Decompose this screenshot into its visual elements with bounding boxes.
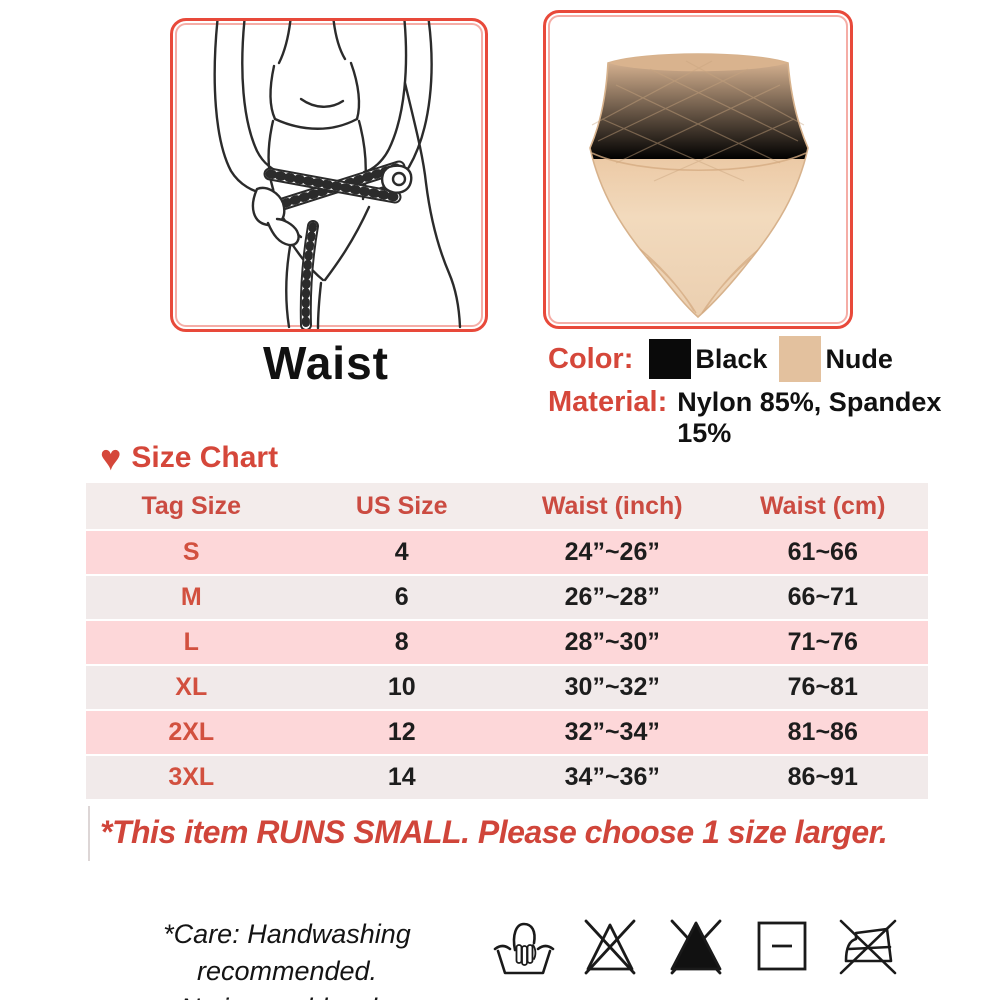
care-instructions: *Care: Handwashing recommended. No iron … bbox=[92, 916, 482, 1000]
waist-inch-cell: 30”~32” bbox=[507, 664, 718, 709]
waist-cm-cell: 66~71 bbox=[717, 574, 928, 619]
do-not-bleach-solid-icon bbox=[664, 906, 728, 986]
care-line-2: No iron or bleach. bbox=[92, 990, 482, 1000]
size-row: 3XL 14 34”~36” 86~91 bbox=[86, 754, 928, 799]
waist-cm-cell: 81~86 bbox=[717, 709, 928, 754]
waist-inch-cell: 34”~36” bbox=[507, 754, 718, 799]
tag-size-cell: S bbox=[86, 529, 297, 574]
header-tag-size: Tag Size bbox=[86, 483, 297, 529]
waist-inch-cell: 28”~30” bbox=[507, 619, 718, 664]
size-chart-table: Tag Size US Size Waist (inch) Waist (cm)… bbox=[86, 483, 928, 799]
tag-size-cell: L bbox=[86, 619, 297, 664]
material-value: Nylon 85%, Spandex 15% bbox=[677, 387, 942, 448]
us-size-cell: 14 bbox=[296, 754, 507, 799]
nude-swatch bbox=[779, 336, 822, 382]
tag-size-cell: 3XL bbox=[86, 754, 297, 799]
waist-inch-cell: 26”~28” bbox=[507, 574, 718, 619]
size-chart-title: Size Chart bbox=[131, 441, 279, 474]
care-line-1: *Care: Handwashing recommended. bbox=[163, 919, 411, 986]
tag-size-cell: XL bbox=[86, 664, 297, 709]
measurement-caption: Waist bbox=[263, 337, 389, 389]
size-row: S 4 24”~26” 61~66 bbox=[86, 529, 928, 574]
waist-measure-illustration bbox=[213, 21, 462, 329]
size-row: M 6 26”~28” 66~71 bbox=[86, 574, 928, 619]
shapewear-product-image bbox=[589, 53, 809, 319]
size-chart-header-row: Tag Size US Size Waist (inch) Waist (cm) bbox=[86, 483, 928, 529]
black-swatch-label: Black bbox=[695, 343, 768, 374]
product-photo-box bbox=[543, 10, 853, 329]
us-size-cell: 8 bbox=[296, 619, 507, 664]
header-waist-cm: Waist (cm) bbox=[717, 483, 928, 529]
header-us-size: US Size bbox=[296, 483, 507, 529]
color-label: Color: bbox=[548, 342, 634, 375]
size-row: L 8 28”~30” 71~76 bbox=[86, 619, 928, 664]
size-row: 2XL 12 32”~34” 81~86 bbox=[86, 709, 928, 754]
size-row: XL 10 30”~32” 76~81 bbox=[86, 664, 928, 709]
care-icons-row bbox=[492, 906, 900, 986]
material-label: Material: bbox=[548, 386, 668, 418]
material-row: Material: Nylon 85%, Spandex 15% bbox=[548, 386, 1000, 449]
waist-cm-cell: 71~76 bbox=[717, 619, 928, 664]
us-size-cell: 12 bbox=[296, 709, 507, 754]
waist-cm-cell: 61~66 bbox=[717, 529, 928, 574]
waist-inch-cell: 32”~34” bbox=[507, 709, 718, 754]
size-chart-heading: ♥ Size Chart bbox=[100, 440, 278, 476]
us-size-cell: 4 bbox=[296, 529, 507, 574]
nude-swatch-label: Nude bbox=[825, 343, 893, 374]
tag-size-cell: 2XL bbox=[86, 709, 297, 754]
measurement-illustration-box bbox=[170, 18, 488, 332]
us-size-cell: 6 bbox=[296, 574, 507, 619]
do-not-iron-icon bbox=[836, 906, 900, 986]
us-size-cell: 10 bbox=[296, 664, 507, 709]
heart-icon: ♥ bbox=[100, 437, 122, 478]
header-waist-inch: Waist (inch) bbox=[507, 483, 718, 529]
handwash-icon bbox=[492, 906, 556, 986]
color-row: Color: Black Nude bbox=[548, 334, 893, 384]
tag-size-cell: M bbox=[86, 574, 297, 619]
black-swatch bbox=[649, 339, 692, 379]
runs-small-note: *This item RUNS SMALL. Please choose 1 s… bbox=[88, 806, 950, 861]
dry-flat-icon bbox=[750, 906, 814, 986]
waist-cm-cell: 76~81 bbox=[717, 664, 928, 709]
waist-cm-cell: 86~91 bbox=[717, 754, 928, 799]
do-not-bleach-icon bbox=[578, 906, 642, 986]
waist-inch-cell: 24”~26” bbox=[507, 529, 718, 574]
